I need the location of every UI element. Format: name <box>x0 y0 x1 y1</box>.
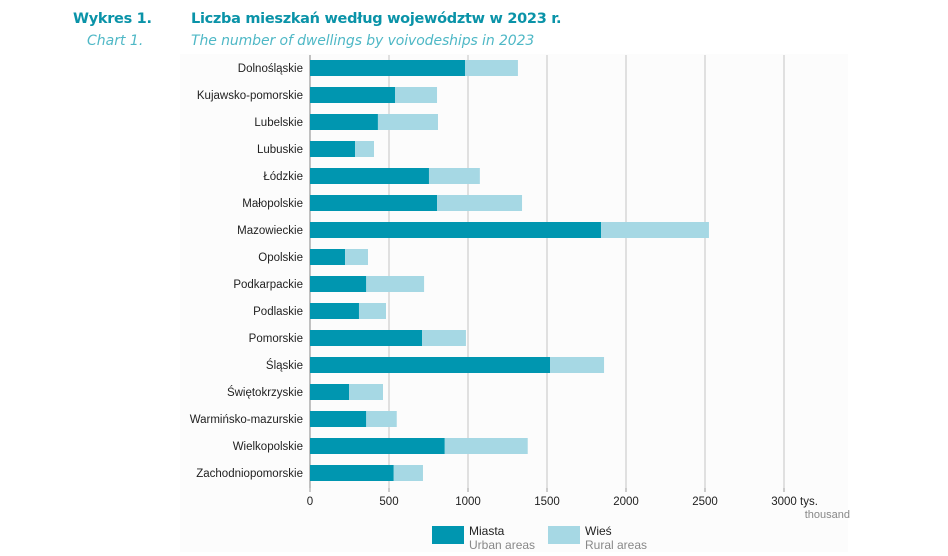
chart-title: Liczba mieszkań według województw w 2023… <box>191 11 562 27</box>
x-tick-label: 0 <box>307 496 313 508</box>
legend-label-rural: Wieś <box>585 524 612 538</box>
legend-swatch-rural <box>548 526 580 544</box>
bar-rural <box>601 222 709 238</box>
category-label: Warmińsko-mazurskie <box>190 414 303 426</box>
x-tick-label: 2500 <box>692 496 718 508</box>
bar-rural <box>349 384 383 400</box>
category-label: Podlaskie <box>253 306 303 318</box>
bar-urban <box>310 114 378 130</box>
bar-urban <box>310 87 396 103</box>
chart-number-label-en: Chart 1. <box>87 33 144 49</box>
bar-rural <box>358 303 386 319</box>
bar-urban <box>310 384 350 400</box>
bar-rural <box>393 465 423 481</box>
bar-rural <box>422 330 466 346</box>
category-label: Małopolskie <box>242 198 303 210</box>
bar-rural <box>395 87 438 103</box>
bar-urban <box>310 249 346 265</box>
bar-urban <box>310 168 429 184</box>
bar-rural <box>464 60 518 76</box>
category-label: Łódzkie <box>263 171 303 183</box>
bar-urban <box>310 222 602 238</box>
category-label: Pomorskie <box>249 333 303 345</box>
category-label: Zachodniopomorskie <box>196 468 303 480</box>
x-tick-label: 1500 <box>534 496 560 508</box>
bar-rural <box>345 249 368 265</box>
chart-subtitle: The number of dwellings by voivodeships … <box>191 33 535 49</box>
bar-rural <box>428 168 480 184</box>
legend-label-rural-en: Rural areas <box>585 538 647 552</box>
bar-rural <box>550 357 605 373</box>
category-label: Lubuskie <box>257 144 303 156</box>
bars <box>310 60 709 481</box>
bar-urban <box>310 60 465 76</box>
category-labels: Dolnośląskie Kujawsko-pomorskie Lubelskie L… <box>190 63 303 480</box>
x-tick-label: 3000 <box>771 496 797 508</box>
legend-label-urban-en: Urban areas <box>469 538 535 552</box>
chart-panel <box>180 54 848 552</box>
x-tick-label: 2000 <box>613 496 639 508</box>
bar-urban <box>310 330 423 346</box>
category-label: Podkarpackie <box>233 279 303 291</box>
bar-rural <box>377 114 438 130</box>
x-axis-ticks: 0 500 1000 1500 2000 2500 3000 <box>307 488 797 508</box>
bar-urban <box>310 141 356 157</box>
chart-number-label: Wykres 1. <box>73 11 152 27</box>
bar-rural <box>355 141 374 157</box>
category-label: Kujawsko-pomorskie <box>197 90 303 102</box>
bar-urban <box>310 276 367 292</box>
bar-rural <box>366 411 397 427</box>
category-label: Śląskie <box>266 359 303 372</box>
category-label: Świętokrzyskie <box>227 386 303 399</box>
category-label: Opolskie <box>258 252 303 264</box>
bar-urban <box>310 465 394 481</box>
x-tick-label: 1000 <box>455 496 481 508</box>
legend-label-urban: Miasta <box>469 524 505 538</box>
bar-urban <box>310 438 445 454</box>
legend: Miasta Urban areas Wieś Rural areas <box>432 524 647 552</box>
bar-urban <box>310 195 438 211</box>
bar-rural <box>437 195 523 211</box>
bar-urban <box>310 411 367 427</box>
bar-rural <box>366 276 425 292</box>
legend-swatch-urban <box>432 526 464 544</box>
x-axis-unit-label: tys. <box>800 496 818 508</box>
category-label: Wielkopolskie <box>233 441 303 453</box>
bar-rural <box>444 438 528 454</box>
category-label: Lubelskie <box>254 117 303 129</box>
x-axis-unit-label-en: thousand <box>805 509 850 521</box>
bar-urban <box>310 303 359 319</box>
x-tick-label: 500 <box>379 496 398 508</box>
bar-urban <box>310 357 551 373</box>
category-label: Mazowieckie <box>237 225 303 237</box>
category-label: Dolnośląskie <box>238 63 303 75</box>
